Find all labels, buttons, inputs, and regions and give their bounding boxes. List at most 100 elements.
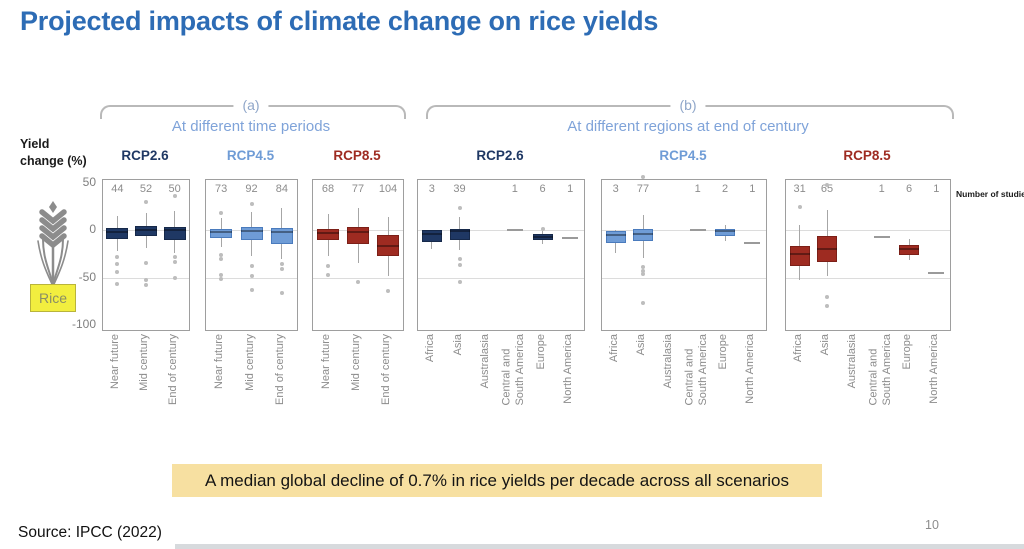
study-count: 73	[215, 183, 228, 195]
outlier-dot	[279, 262, 284, 267]
study-count: 3	[428, 183, 435, 195]
box	[633, 228, 653, 241]
study-count: 84	[275, 183, 288, 195]
x-axis-label: Mid century	[350, 334, 363, 391]
x-axis-label: Europe	[534, 334, 547, 370]
box	[135, 225, 157, 237]
study-count: 50	[168, 183, 181, 195]
outlier-dot	[219, 256, 224, 261]
outlier-dot	[326, 264, 330, 269]
y-axis-tick-label: 0	[89, 222, 96, 237]
scenario-label: RCP4.5	[226, 148, 275, 163]
scenario-label: RCP8.5	[333, 148, 381, 163]
x-axis-label: End of century	[273, 334, 286, 405]
x-axis-label: Australasia	[846, 334, 859, 389]
outlier-dot	[249, 287, 254, 292]
outlier-dot	[641, 269, 645, 274]
x-axis-label: Africa	[607, 334, 620, 363]
x-axis-label: Australasia	[662, 334, 675, 389]
outlier-dot	[386, 288, 390, 293]
x-axis-label: Central and South America	[866, 334, 893, 406]
outlier-dot	[115, 254, 120, 259]
study-count: 44	[111, 183, 124, 195]
study-count: 31	[793, 183, 806, 195]
scenario-label: RCP2.6	[476, 148, 524, 163]
box	[270, 227, 293, 244]
x-axis-label: Asia	[635, 334, 648, 356]
outlier-dot	[115, 282, 120, 287]
outlier-dot	[249, 202, 254, 207]
box	[421, 230, 442, 242]
gridline	[786, 230, 950, 232]
outlier-dot	[540, 226, 545, 231]
outlier-dot	[457, 280, 462, 285]
single-study-line	[506, 228, 523, 231]
box	[240, 226, 263, 240]
y-axis-tick-label: -100	[71, 316, 96, 331]
outlier-dot	[641, 265, 645, 270]
x-axis-label: Central and South America	[682, 334, 709, 406]
single-study-line	[562, 237, 579, 240]
outlier-dot	[219, 272, 224, 277]
y-axis-tick-label: -50	[78, 269, 96, 284]
single-study-line	[744, 241, 761, 244]
x-axis-label: Europe	[901, 334, 914, 370]
outlier-dot	[457, 263, 462, 268]
outlier-dot	[172, 259, 177, 264]
progress-bar	[175, 544, 1024, 549]
x-axis-label: Australasia	[479, 334, 492, 389]
group-a-subtitle: At different time periods	[171, 118, 331, 135]
outlier-dot	[797, 204, 802, 209]
number-of-studies-note: Number of studies	[956, 189, 1024, 199]
x-axis-label: Central and South America	[500, 334, 526, 406]
single-study-line	[873, 236, 890, 239]
median-line	[633, 233, 653, 236]
group-b-subtitle: At different regions at end of century	[567, 118, 809, 135]
x-axis-label: Near future	[213, 334, 226, 390]
outlier-dot	[172, 193, 177, 198]
median-line	[715, 230, 735, 233]
study-count: 1	[567, 183, 574, 195]
study-count: 1	[694, 183, 701, 195]
x-axis-label: Mid century	[138, 334, 151, 391]
outlier-dot	[219, 276, 224, 281]
outlier-dot	[144, 283, 148, 288]
x-axis-label: Mid century	[243, 334, 256, 391]
median-line	[377, 244, 399, 247]
outlier-dot	[641, 301, 645, 306]
key-message-callout: A median global decline of 0.7% in rice …	[172, 464, 822, 497]
study-count: 104	[378, 183, 398, 195]
box	[449, 228, 470, 240]
boxplot-panel: 68 77 104	[312, 179, 404, 331]
study-count: 6	[539, 183, 546, 195]
study-count: 1	[511, 183, 518, 195]
box	[715, 228, 735, 237]
gridline	[602, 230, 766, 232]
x-axis-label: End of century	[166, 334, 179, 405]
page-title: Projected impacts of climate change on r…	[20, 6, 659, 36]
box	[106, 227, 129, 239]
study-count: 77	[351, 183, 365, 195]
outlier-dot	[825, 183, 829, 188]
study-count: 39	[453, 183, 466, 195]
median-line	[421, 233, 442, 236]
scenario-label: RCP8.5	[843, 148, 891, 163]
outlier-dot	[457, 256, 462, 261]
boxplot-panel: 31 65 1 6 1	[785, 179, 951, 331]
x-axis-label: Africa	[791, 334, 804, 363]
x-axis-label: Near future	[109, 334, 122, 390]
study-count: 1	[749, 183, 756, 195]
outlier-dot	[326, 272, 330, 277]
study-count: 1	[878, 183, 885, 195]
x-axis-label: Near future	[320, 334, 333, 390]
study-count: 68	[321, 183, 335, 195]
page-number: 10	[925, 518, 939, 532]
study-count: 77	[636, 183, 650, 195]
boxplot-panel: 3 39 1 6 1	[417, 179, 585, 331]
gridline	[418, 230, 584, 232]
outlier-dot	[457, 205, 462, 210]
median-line	[240, 230, 263, 233]
box	[377, 235, 399, 256]
outlier-dot	[219, 211, 224, 216]
outlier-dot	[249, 273, 254, 278]
